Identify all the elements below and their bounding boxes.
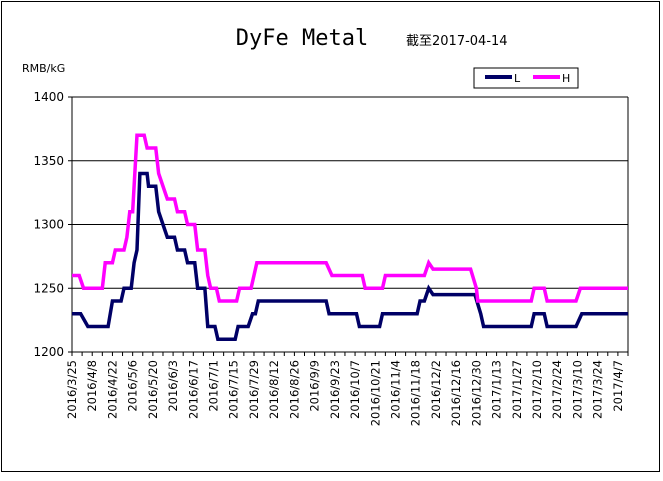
x-tick-label: 2017/3/24 [591,360,605,419]
x-tick-label: 2016/9/9 [308,360,322,412]
x-tick-label: 2016/4/22 [105,360,119,419]
x-tick-label: 2017/4/7 [611,360,625,412]
x-tick-label: 2016/5/20 [146,360,160,419]
y-tick-label-1400: 1400 [33,90,64,104]
x-tick-label: 2016/12/2 [429,360,443,419]
x-tick-label: 2016/5/6 [126,360,140,412]
x-tick-label: 2016/3/25 [65,360,79,419]
x-tick-label: 2016/7/29 [247,360,261,419]
x-tick-label: 2016/10/21 [368,360,382,426]
x-tick-label: 2017/1/13 [490,360,504,419]
x-tick-label: 2016/4/8 [85,360,99,412]
x-tick-label: 2016/8/26 [287,360,301,419]
x-tick-label: 2016/6/17 [186,360,200,419]
x-tick-label: 2017/1/27 [510,360,524,419]
x-tick-label: 2016/8/12 [267,360,281,419]
x-tick-label: 2016/10/7 [348,360,362,419]
chart-title: DyFe Metal [236,26,368,51]
x-tick-label: 2017/2/10 [530,360,544,419]
series-line-l [72,171,628,341]
y-tick-label-1350: 1350 [33,154,64,168]
x-tick-label: 2016/6/3 [166,360,180,412]
series-line-h [72,133,628,303]
y-tick-label-1250: 1250 [33,281,64,295]
plot-area: 1200 1250 1300 1350 1400 2016/3/25 2016/4/8 201… [33,90,629,426]
y-tick-label-1300: 1300 [33,218,64,232]
legend: L H [473,67,579,89]
legend-label-h: H [562,72,570,85]
legend-label-l: L [514,72,521,85]
x-tick-label: 2016/7/15 [227,360,241,419]
x-tick-label: 2016/9/23 [328,360,342,419]
x-tick-label: 2016/12/30 [469,360,483,426]
y-tick-label-1200: 1200 [33,345,64,359]
legend-box [473,67,579,89]
x-tick-label: 2017/3/10 [570,360,584,419]
x-tick-label: 2017/2/24 [550,360,564,419]
x-tick-label: 2016/11/4 [388,360,402,419]
x-tick-label: 2016/11/18 [409,360,423,426]
x-tick-label: 2016/12/16 [449,360,463,426]
chart-subtitle: 截至2017-04-14 [406,34,508,49]
y-axis-unit-label: RMB/kG [22,62,65,75]
x-tick-label: 2016/7/1 [207,360,221,412]
